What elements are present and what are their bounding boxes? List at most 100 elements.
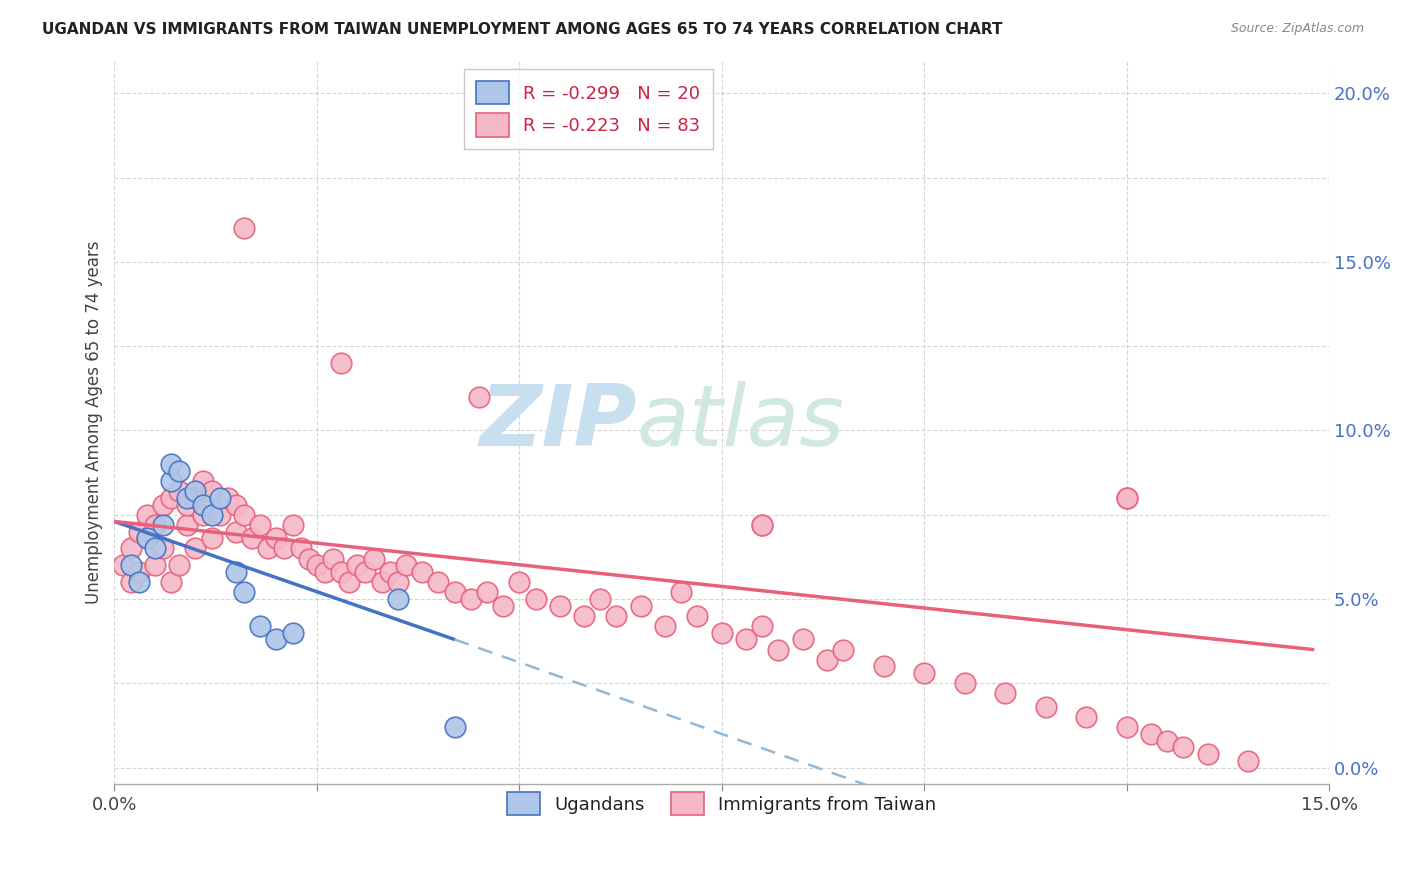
Point — [249, 619, 271, 633]
Point — [111, 558, 134, 573]
Point — [167, 558, 190, 573]
Point — [912, 666, 935, 681]
Point — [735, 632, 758, 647]
Point — [233, 508, 256, 522]
Point — [184, 491, 207, 505]
Point — [1197, 747, 1219, 761]
Point — [330, 356, 353, 370]
Point — [143, 517, 166, 532]
Point — [225, 565, 247, 579]
Text: atlas: atlas — [637, 381, 845, 464]
Point — [257, 541, 280, 556]
Point — [143, 541, 166, 556]
Point — [184, 484, 207, 499]
Point — [330, 565, 353, 579]
Point — [1035, 699, 1057, 714]
Point — [654, 619, 676, 633]
Point — [233, 221, 256, 235]
Point — [167, 464, 190, 478]
Point — [387, 575, 409, 590]
Point — [492, 599, 515, 613]
Point — [378, 565, 401, 579]
Point — [792, 632, 814, 647]
Point — [605, 608, 627, 623]
Point — [208, 491, 231, 505]
Point — [468, 390, 491, 404]
Point — [1076, 710, 1098, 724]
Point — [266, 532, 288, 546]
Point — [873, 659, 896, 673]
Point — [387, 592, 409, 607]
Point — [208, 508, 231, 522]
Point — [671, 585, 693, 599]
Point — [508, 575, 530, 590]
Point — [1173, 740, 1195, 755]
Point — [152, 517, 174, 532]
Point — [273, 541, 295, 556]
Point — [120, 558, 142, 573]
Point — [524, 592, 547, 607]
Point — [305, 558, 328, 573]
Point — [572, 608, 595, 623]
Legend: Ugandans, Immigrants from Taiwan: Ugandans, Immigrants from Taiwan — [496, 781, 948, 826]
Text: Source: ZipAtlas.com: Source: ZipAtlas.com — [1230, 22, 1364, 36]
Point — [193, 474, 215, 488]
Point — [200, 508, 222, 522]
Point — [395, 558, 418, 573]
Point — [751, 619, 773, 633]
Point — [815, 653, 838, 667]
Point — [128, 565, 150, 579]
Point — [630, 599, 652, 613]
Point — [152, 498, 174, 512]
Point — [363, 551, 385, 566]
Y-axis label: Unemployment Among Ages 65 to 74 years: Unemployment Among Ages 65 to 74 years — [86, 240, 103, 604]
Point — [1115, 491, 1137, 505]
Point — [1140, 727, 1163, 741]
Point — [751, 517, 773, 532]
Point — [548, 599, 571, 613]
Point — [128, 575, 150, 590]
Point — [240, 532, 263, 546]
Point — [589, 592, 612, 607]
Point — [427, 575, 450, 590]
Point — [1156, 733, 1178, 747]
Point — [128, 524, 150, 539]
Point — [152, 541, 174, 556]
Point — [184, 541, 207, 556]
Point — [994, 686, 1017, 700]
Point — [1115, 720, 1137, 734]
Point — [370, 575, 392, 590]
Point — [443, 720, 465, 734]
Point — [176, 491, 198, 505]
Point — [160, 491, 183, 505]
Text: UGANDAN VS IMMIGRANTS FROM TAIWAN UNEMPLOYMENT AMONG AGES 65 TO 74 YEARS CORRELA: UGANDAN VS IMMIGRANTS FROM TAIWAN UNEMPL… — [42, 22, 1002, 37]
Text: ZIP: ZIP — [479, 381, 637, 464]
Point — [475, 585, 498, 599]
Point — [193, 498, 215, 512]
Point — [160, 575, 183, 590]
Point — [686, 608, 709, 623]
Point — [411, 565, 433, 579]
Point — [120, 575, 142, 590]
Point — [266, 632, 288, 647]
Point — [832, 642, 855, 657]
Point — [768, 642, 790, 657]
Point — [135, 508, 157, 522]
Point — [460, 592, 482, 607]
Point — [346, 558, 368, 573]
Point — [1115, 491, 1137, 505]
Point — [443, 585, 465, 599]
Point — [135, 532, 157, 546]
Point — [176, 498, 198, 512]
Point — [167, 484, 190, 499]
Point — [751, 517, 773, 532]
Point — [200, 484, 222, 499]
Point — [354, 565, 377, 579]
Point — [193, 508, 215, 522]
Point — [298, 551, 321, 566]
Point — [249, 517, 271, 532]
Point — [160, 474, 183, 488]
Point — [290, 541, 312, 556]
Point — [337, 575, 360, 590]
Point — [225, 524, 247, 539]
